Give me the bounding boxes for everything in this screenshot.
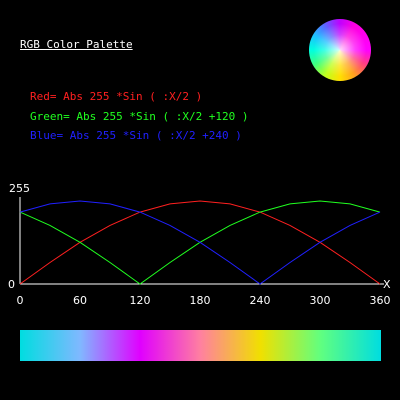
x-tick-label: 0	[17, 294, 24, 307]
red-formula: Red= Abs 255 *Sin ( :X/2 )	[30, 90, 203, 103]
color-palette-bar	[20, 330, 381, 361]
y-tick-label-min: 0	[8, 278, 15, 291]
y-tick-label-max: 255	[9, 182, 30, 195]
x-tick-label: 180	[190, 294, 211, 307]
x-axis-label: X	[383, 278, 391, 291]
green-formula: Green= Abs 255 *Sin ( :X/2 +120 )	[30, 110, 249, 123]
x-tick-label: 120	[130, 294, 151, 307]
x-tick-label: 300	[310, 294, 331, 307]
rgb-sine-chart: 255 0 X 0 60 120 180 240 300 360	[8, 182, 391, 307]
x-tick-label: 360	[370, 294, 391, 307]
page-title: RGB Color Palette	[20, 38, 133, 51]
x-tick-label: 240	[250, 294, 271, 307]
x-tick-label: 60	[73, 294, 87, 307]
series-line-blue	[19, 200, 381, 285]
blue-formula: Blue= Abs 255 *Sin ( :X/2 +240 )	[30, 129, 242, 142]
color-wheel	[309, 19, 371, 81]
